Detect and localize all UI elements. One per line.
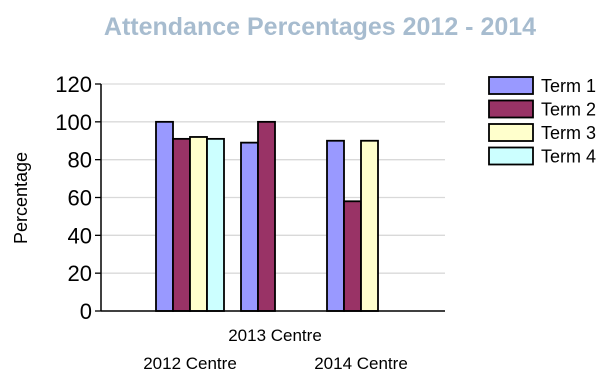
legend-label: Term 4 bbox=[541, 147, 596, 167]
y-tick-label: 120 bbox=[55, 72, 92, 97]
y-axis-label: Percentage bbox=[11, 152, 31, 244]
y-tick-label: 0 bbox=[80, 299, 92, 324]
x-tick-label: 2013 Centre bbox=[228, 326, 322, 345]
bar-term-1-2014-centre bbox=[326, 139, 345, 312]
legend-swatch bbox=[488, 76, 534, 95]
x-tick-labels: 2012 Centre 2013 Centre 2014 Centre bbox=[143, 326, 408, 372]
bar-term-3-2012-centre bbox=[189, 136, 208, 312]
y-tick-labels: 0 20 40 60 80 100 120 bbox=[55, 72, 92, 324]
bar-term-2-2013-centre bbox=[257, 120, 276, 312]
legend-label: Term 3 bbox=[541, 123, 596, 143]
bar-term-3-2014-centre bbox=[360, 139, 379, 312]
legend-label: Term 2 bbox=[541, 100, 596, 120]
y-tick-label: 40 bbox=[68, 223, 92, 248]
bar-term-1-2013-centre bbox=[240, 141, 259, 312]
legend-label: Term 1 bbox=[541, 76, 596, 96]
y-tick-label: 80 bbox=[68, 148, 92, 173]
legend: Term 1 Term 2 Term 3 Term 4 bbox=[488, 76, 596, 167]
legend-swatch bbox=[488, 99, 534, 119]
bars bbox=[155, 120, 379, 312]
bar-term-2-2014-centre bbox=[343, 200, 362, 312]
bar-term-4-2012-centre bbox=[206, 137, 225, 312]
x-tick-label: 2012 Centre bbox=[143, 354, 237, 372]
legend-swatch bbox=[488, 123, 534, 142]
y-tick-label: 100 bbox=[55, 110, 92, 135]
axes bbox=[95, 83, 445, 312]
chart-title: Attendance Percentages 2012 - 2014 bbox=[104, 13, 536, 41]
legend-swatch bbox=[488, 146, 534, 166]
y-tick-label: 60 bbox=[68, 186, 92, 211]
x-tick-label: 2014 Centre bbox=[314, 354, 408, 372]
bar-term-2-2012-centre bbox=[172, 137, 191, 312]
bar-term-1-2012-centre bbox=[155, 120, 174, 312]
y-tick-label: 20 bbox=[68, 261, 92, 286]
